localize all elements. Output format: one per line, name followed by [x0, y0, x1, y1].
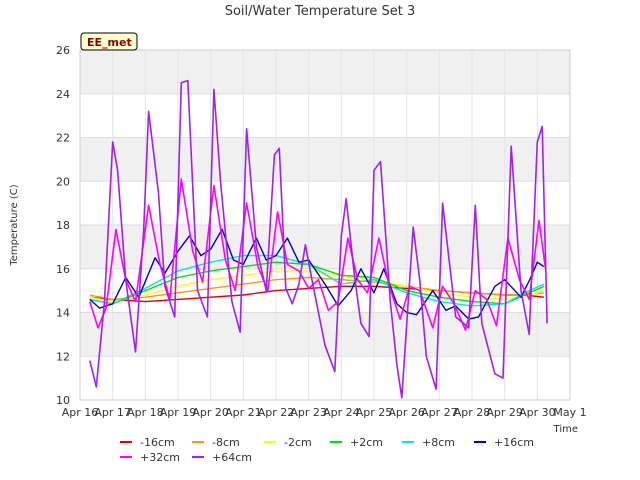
legend-label: -2cm [284, 436, 312, 449]
y-tick-label: 20 [56, 175, 70, 188]
x-tick-label: May 1 [553, 406, 586, 419]
y-tick-label: 10 [56, 394, 70, 407]
x-tick-label: Apr 30 [519, 406, 556, 419]
x-tick-label: Apr 16 [62, 406, 99, 419]
y-tick-label: 18 [56, 219, 70, 232]
legend-item: +8cm [402, 436, 455, 449]
y-axis-label: Temperature (C) [9, 184, 20, 266]
plot-background [80, 50, 570, 400]
legend: -16cm -8cm -2cm +2cm +8cm +16cm +32cm +64cm [120, 436, 534, 464]
x-tick-label: Apr 22 [258, 406, 295, 419]
legend-item: +2cm [330, 436, 383, 449]
x-tick-label: Apr 17 [94, 406, 131, 419]
y-tick-label: 22 [56, 132, 70, 145]
legend-label: -8cm [212, 436, 240, 449]
x-axis-label: Time [553, 424, 578, 435]
legend-label: +64cm [212, 451, 252, 464]
legend-label: +8cm [422, 436, 455, 449]
series-line-8cm [89, 276, 544, 301]
station-badge-label: EE_met [87, 36, 132, 49]
legend-item: +64cm [192, 451, 252, 464]
plot-band [80, 181, 570, 225]
x-tick-label: Apr 20 [192, 406, 229, 419]
y-tick-label: 24 [56, 88, 70, 101]
y-tick-label: 12 [56, 350, 70, 363]
y-tick-label: 26 [56, 44, 70, 57]
series-lines [89, 79, 548, 399]
x-tick-label: Apr 21 [225, 406, 262, 419]
series-line-64cm [89, 79, 548, 399]
legend-label: -16cm [140, 436, 175, 449]
series-line-16cm [89, 228, 545, 320]
plot-band [80, 312, 570, 357]
x-tick-label: Apr 25 [356, 406, 393, 419]
y-tick-labels: 10 12 14 16 18 20 22 24 26 [56, 44, 70, 407]
plot-band [80, 50, 570, 94]
plot-band [80, 268, 570, 313]
legend-item: +16cm [474, 436, 534, 449]
x-tick-label: Apr 18 [127, 406, 164, 419]
series-line-32cm [89, 178, 547, 331]
plot-band [80, 137, 570, 182]
x-tick-label: Apr 29 [486, 406, 523, 419]
x-tick-label: Apr 23 [290, 406, 327, 419]
chart-title: Soil/Water Temperature Set 3 [225, 4, 416, 19]
station-badge: EE_met [80, 32, 138, 51]
legend-label: +16cm [494, 436, 534, 449]
legend-item: +32cm [120, 451, 180, 464]
plot-band [80, 356, 570, 400]
station-badge-box [80, 32, 138, 51]
x-tick-label: Apr 24 [323, 406, 360, 419]
legend-item: -16cm [120, 436, 175, 449]
legend-item: -8cm [192, 436, 240, 449]
x-tick-label: Apr 27 [421, 406, 458, 419]
x-tick-label: Apr 26 [388, 406, 425, 419]
plot-band [80, 93, 570, 138]
legend-item: -2cm [264, 436, 312, 449]
legend-label: +32cm [140, 451, 180, 464]
plot-frame [79, 49, 571, 401]
legend-label: +2cm [350, 436, 383, 449]
y-tick-label: 14 [56, 307, 70, 320]
x-tick-label: Apr 19 [160, 406, 197, 419]
x-tick-label: Apr 28 [454, 406, 491, 419]
y-tick-label: 16 [56, 263, 70, 276]
